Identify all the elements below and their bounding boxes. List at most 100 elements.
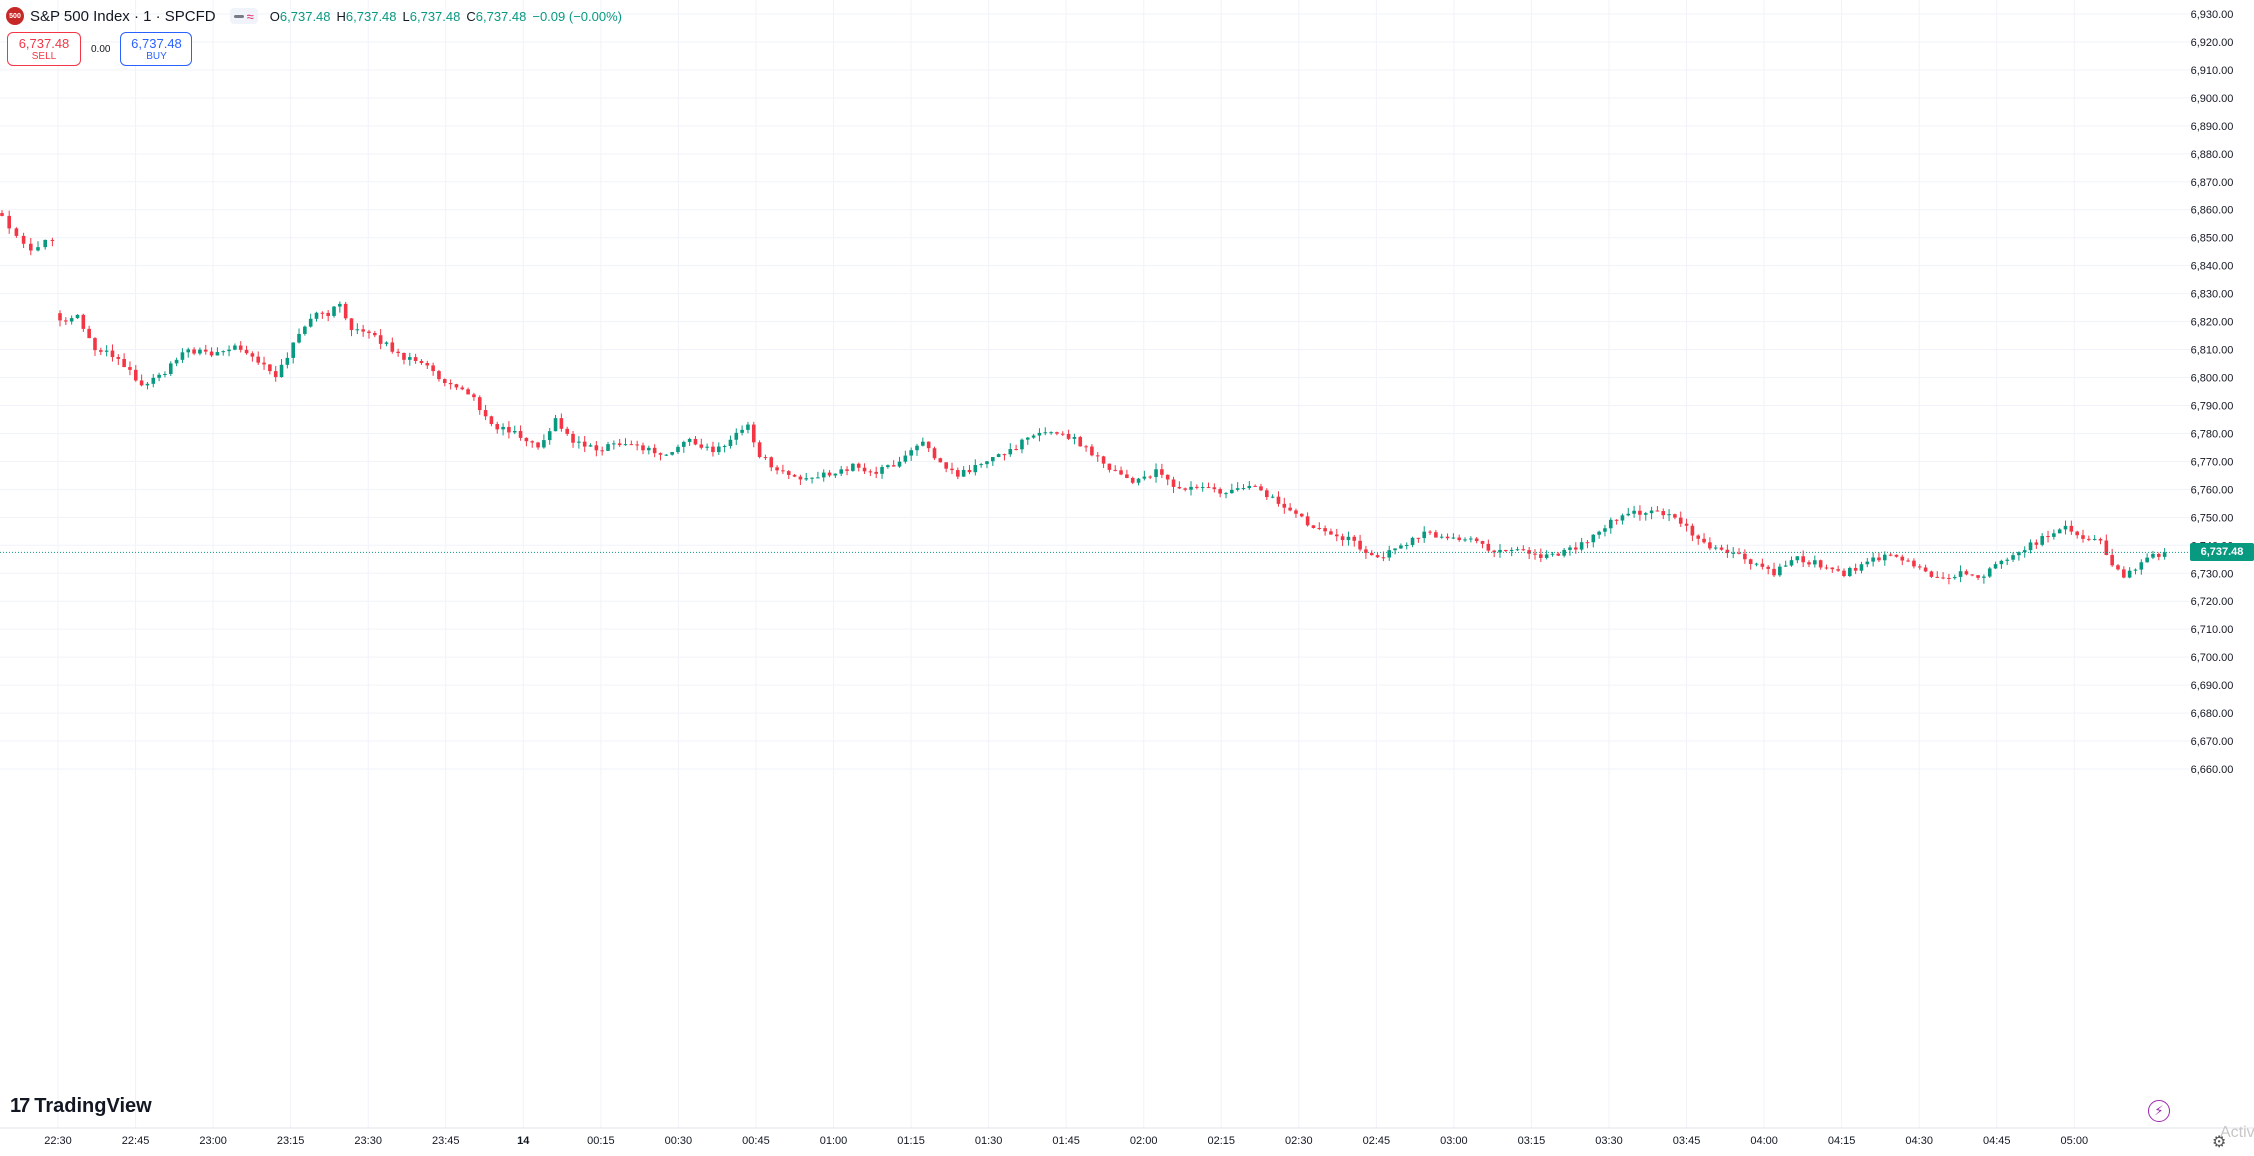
candle-body bbox=[512, 431, 517, 433]
candle-body bbox=[1469, 538, 1473, 540]
candle-body bbox=[1818, 560, 1823, 568]
candle-body bbox=[43, 239, 47, 248]
candle-body bbox=[221, 351, 226, 353]
candle-body bbox=[2069, 525, 2074, 532]
candle-body bbox=[36, 247, 40, 251]
candle-body bbox=[606, 444, 610, 451]
y-tick-label: 6,790.00 bbox=[2191, 400, 2234, 412]
gear-icon[interactable]: ⚙ bbox=[2212, 1134, 2227, 1151]
candle-body bbox=[2022, 550, 2027, 553]
candle-body bbox=[985, 461, 989, 465]
candle-body bbox=[798, 476, 803, 480]
candle-body bbox=[1719, 547, 1724, 550]
x-tick-label: 03:15 bbox=[1518, 1135, 1546, 1147]
candle-body bbox=[1638, 510, 1642, 515]
candle-body bbox=[50, 239, 55, 241]
candle-body bbox=[1859, 564, 1864, 571]
tradingview-logo[interactable]: 17 TradingView bbox=[10, 1093, 152, 1119]
candle-body bbox=[297, 333, 301, 343]
x-tick-label: 02:00 bbox=[1130, 1135, 1158, 1147]
candle-body bbox=[373, 332, 377, 336]
candle-body bbox=[157, 374, 161, 378]
candle-body bbox=[128, 367, 132, 370]
candle-body bbox=[1912, 560, 1916, 567]
candle-body bbox=[168, 363, 173, 374]
candle-body bbox=[1253, 485, 1257, 487]
y-tick-label: 6,690.00 bbox=[2191, 680, 2234, 692]
x-tick-label: 01:00 bbox=[820, 1135, 848, 1147]
buy-label: BUY bbox=[146, 50, 167, 62]
x-tick-label: 00:45 bbox=[742, 1135, 770, 1147]
candle-body bbox=[810, 477, 814, 479]
candle-body bbox=[722, 446, 727, 448]
candle-body bbox=[1824, 567, 1829, 569]
candle-body bbox=[268, 364, 272, 372]
candle-body bbox=[915, 445, 919, 451]
candle-body bbox=[1789, 560, 1794, 566]
current-price-tag: 6,737.48 bbox=[2190, 543, 2254, 562]
candle-body bbox=[332, 306, 336, 316]
candle-body bbox=[1964, 571, 1969, 575]
candle-body bbox=[728, 439, 733, 447]
candle-body bbox=[1434, 532, 1438, 538]
candle-body bbox=[973, 465, 978, 473]
open-value: 6,737.48 bbox=[279, 8, 331, 24]
lightning-icon[interactable]: ⚡ bbox=[2148, 1100, 2170, 1122]
candle-body bbox=[687, 438, 692, 442]
y-tick-label: 6,910.00 bbox=[2191, 65, 2234, 77]
candle-body bbox=[2005, 559, 2010, 561]
candle-body bbox=[530, 441, 535, 443]
candle-body bbox=[641, 445, 645, 451]
candle-body bbox=[2157, 553, 2161, 557]
candle-body bbox=[588, 445, 593, 447]
x-tick-label: 00:15 bbox=[587, 1135, 615, 1147]
candle-body bbox=[1265, 490, 1269, 498]
candle-body bbox=[151, 377, 156, 384]
candle-body bbox=[2081, 535, 2085, 539]
candle-body bbox=[1725, 549, 1730, 554]
candle-body bbox=[926, 441, 931, 449]
candle-body bbox=[338, 303, 342, 307]
minus-icon bbox=[233, 14, 244, 18]
y-tick-label: 6,700.00 bbox=[2191, 652, 2234, 664]
candle-body bbox=[518, 431, 523, 438]
candle-body bbox=[1597, 531, 1601, 535]
candle-body bbox=[203, 349, 208, 352]
sell-button[interactable]: 6,737.48 SELL bbox=[7, 32, 81, 66]
symbol-title[interactable]: S&P 500 Index · 1 · SPCFD bbox=[30, 7, 216, 25]
candle-body bbox=[1451, 537, 1456, 539]
candle-body bbox=[1259, 486, 1263, 491]
candle-body bbox=[495, 424, 500, 430]
candle-body bbox=[1206, 487, 1211, 489]
symbol-logo-icon[interactable]: 500 bbox=[6, 7, 24, 25]
candle-body bbox=[1614, 519, 1619, 521]
candle-body bbox=[1888, 554, 1893, 556]
candle-body bbox=[2151, 553, 2155, 558]
candle-body bbox=[1037, 432, 1042, 436]
candle-body bbox=[1043, 432, 1048, 434]
candle-body bbox=[326, 312, 330, 316]
candle-body bbox=[1235, 488, 1240, 490]
candle-body bbox=[979, 464, 983, 466]
x-tick-label: 23:30 bbox=[354, 1135, 382, 1147]
indicator-toggle[interactable]: ≈ bbox=[229, 8, 258, 24]
buy-button[interactable]: 6,737.48 BUY bbox=[120, 32, 193, 66]
candle-body bbox=[775, 467, 779, 471]
candle-body bbox=[361, 329, 365, 332]
candle-body bbox=[839, 469, 844, 474]
candle-body bbox=[99, 350, 103, 352]
candle-body bbox=[1842, 570, 1846, 577]
candle-body bbox=[139, 380, 144, 386]
candle-body bbox=[273, 371, 278, 378]
x-tick-label: 01:30 bbox=[975, 1135, 1003, 1147]
candle-body bbox=[1836, 569, 1840, 571]
candle-body bbox=[1224, 493, 1228, 495]
candle-body bbox=[285, 357, 290, 365]
candle-body bbox=[349, 318, 354, 331]
x-tick-label: 04:30 bbox=[1905, 1135, 1933, 1147]
candle-body bbox=[279, 364, 284, 378]
x-tick-label: 23:00 bbox=[199, 1135, 227, 1147]
candle-body bbox=[460, 387, 465, 390]
